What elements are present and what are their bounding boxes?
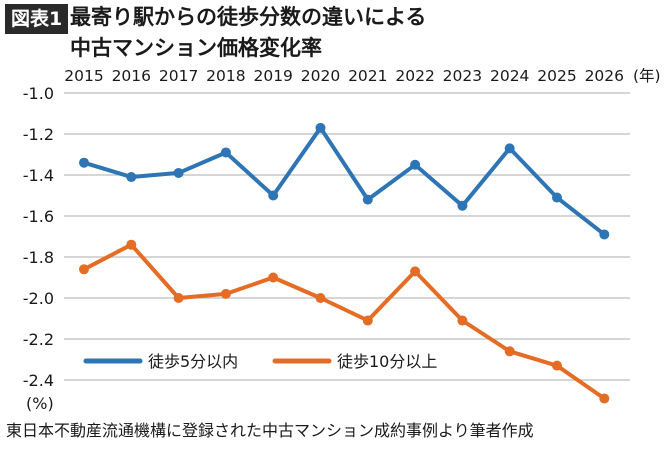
- data-point: [126, 239, 137, 250]
- data-point: [268, 272, 279, 283]
- y-tick-label: -1.4: [23, 166, 54, 185]
- chart-title-line-1: 最寄り駅からの徒歩分数の違いによる: [70, 5, 427, 29]
- data-point: [504, 143, 515, 154]
- x-tick-label: 2021: [348, 67, 387, 85]
- data-point: [126, 172, 137, 183]
- data-point: [457, 200, 468, 211]
- x-tick-label: 2023: [443, 67, 482, 85]
- data-point: [362, 194, 373, 205]
- y-axis-unit: (%): [26, 394, 54, 413]
- y-tick-label: -2.2: [23, 330, 54, 349]
- y-tick-label: -1.0: [23, 84, 54, 103]
- data-point: [173, 293, 184, 303]
- y-tick-label: -2.0: [23, 289, 54, 308]
- legend-label: 徒歩5分以内: [148, 352, 238, 371]
- x-tick-label: 2024: [490, 67, 529, 85]
- x-tick-label: 2018: [206, 67, 245, 85]
- x-tick-label: 2016: [112, 67, 151, 85]
- data-point: [173, 167, 184, 178]
- data-point: [220, 288, 231, 299]
- data-point: [457, 315, 468, 326]
- figure-badge: 図表1: [5, 4, 69, 34]
- data-point: [599, 229, 610, 240]
- data-point: [552, 360, 562, 371]
- data-point: [315, 122, 326, 133]
- data-point: [504, 346, 515, 357]
- data-point: [79, 157, 89, 168]
- x-tick-label: 2020: [301, 67, 340, 85]
- y-tick-label: -1.6: [23, 207, 54, 226]
- x-axis-unit: (年): [633, 67, 661, 85]
- source-note: 東日本不動産流通機構に登録された中古マンション成約事例より筆者作成: [6, 421, 534, 440]
- chart-title-line-2: 中古マンション価格変化率: [70, 36, 322, 60]
- data-point: [79, 264, 89, 275]
- data-point: [362, 315, 373, 326]
- data-point: [552, 192, 562, 203]
- data-point: [220, 147, 231, 158]
- legend-label: 徒歩10分以上: [337, 352, 437, 371]
- data-point: [410, 159, 421, 170]
- x-tick-label: 2019: [253, 67, 292, 85]
- x-tick-label: 2017: [159, 67, 198, 85]
- chart-title: 最寄り駅からの徒歩分数の違いによる 中古マンション価格変化率: [70, 2, 426, 64]
- data-point: [268, 190, 279, 201]
- series-line-2: [82, 242, 607, 401]
- y-tick-label: -1.8: [23, 248, 54, 267]
- data-point: [599, 393, 610, 404]
- data-point: [410, 266, 421, 277]
- y-tick-label: -1.2: [23, 125, 54, 144]
- x-tick-label: 2022: [395, 67, 434, 85]
- x-tick-label: 2015: [64, 67, 103, 85]
- y-tick-label: -2.4: [23, 371, 54, 390]
- x-tick-label: 2026: [585, 67, 624, 85]
- series-line-1: [82, 125, 607, 237]
- data-point: [315, 293, 326, 303]
- x-tick-label: 2025: [537, 67, 576, 85]
